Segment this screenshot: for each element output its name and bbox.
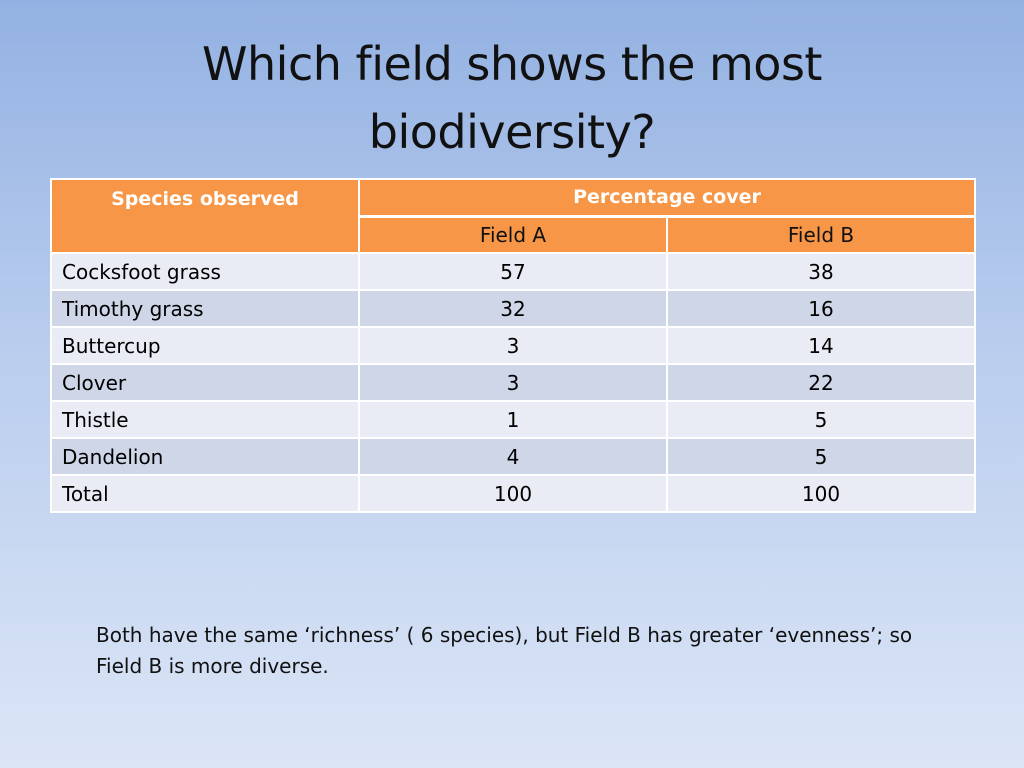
species-name-cell: Thistle <box>50 400 360 439</box>
species-name-cell: Timothy grass <box>50 289 360 328</box>
field-a-total-cell: 100 <box>358 474 668 513</box>
field-a-value-cell: 32 <box>358 289 668 328</box>
table-row-total: Total 100 100 <box>50 474 977 513</box>
field-a-value-cell: 57 <box>358 252 668 291</box>
table-row: Timothy grass 32 16 <box>50 289 977 328</box>
table-subheader-row: Field A Field B <box>51 215 977 254</box>
table-header-row: Species observed Percentage cover <box>50 178 977 254</box>
table-row: Dandelion 4 5 <box>50 437 977 476</box>
field-b-value-cell: 16 <box>665 289 977 328</box>
table-row: Buttercup 3 14 <box>50 326 977 365</box>
field-b-value-cell: 38 <box>665 252 977 291</box>
table-row: Thistle 1 5 <box>50 400 977 439</box>
field-a-value-cell: 3 <box>358 363 668 402</box>
species-name-cell: Cocksfoot grass <box>50 252 360 291</box>
field-b-value-cell: 22 <box>665 363 977 402</box>
field-b-total-cell: 100 <box>665 474 977 513</box>
percentage-cover-table-container: Species observed Percentage cover Field … <box>50 178 977 513</box>
slide-title: Which field shows the most biodiversity? <box>202 37 822 159</box>
field-b-value-cell: 5 <box>665 437 977 476</box>
table-row: Clover 3 22 <box>50 363 977 402</box>
percentage-cover-header: Percentage cover <box>357 178 977 218</box>
field-b-value-cell: 14 <box>665 326 977 365</box>
percentage-cover-table: Species observed Percentage cover Field … <box>50 178 977 513</box>
species-observed-header: Species observed <box>50 178 360 254</box>
species-name-cell: Buttercup <box>50 326 360 365</box>
conclusion-note: Both have the same ‘richness’ ( 6 specie… <box>96 623 913 678</box>
table-row: Cocksfoot grass 57 38 <box>50 252 977 291</box>
field-b-value-cell: 5 <box>665 400 977 439</box>
field-a-header: Field A <box>358 215 668 254</box>
field-a-value-cell: 1 <box>358 400 668 439</box>
field-a-value-cell: 4 <box>358 437 668 476</box>
field-b-header: Field B <box>665 215 977 254</box>
species-name-cell: Dandelion <box>50 437 360 476</box>
species-name-cell: Clover <box>50 363 360 402</box>
field-a-value-cell: 3 <box>358 326 668 365</box>
total-label-cell: Total <box>50 474 360 513</box>
